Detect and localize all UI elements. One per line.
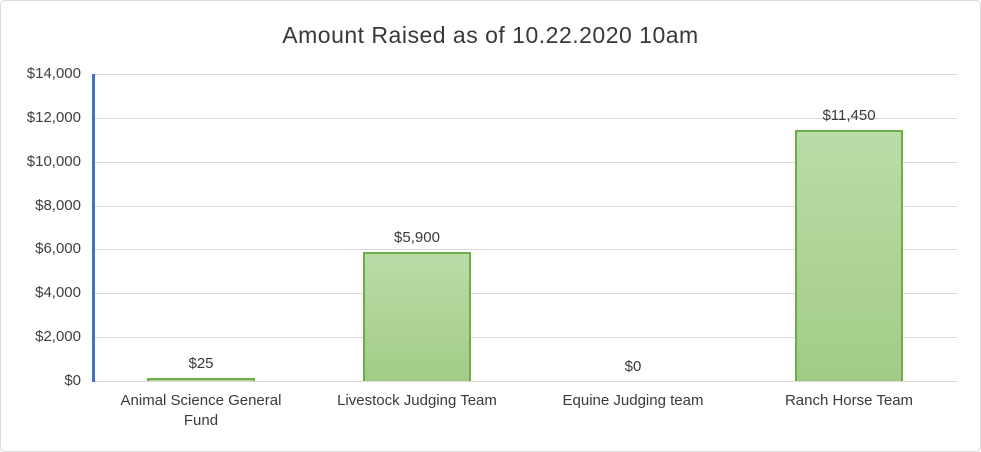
bar-value-label: $0 [624, 358, 642, 375]
gridline [93, 381, 957, 382]
bar [147, 378, 255, 381]
gridline [93, 337, 957, 338]
chart-title: Amount Raised as of 10.22.2020 10am [282, 22, 699, 48]
x-axis-category-label: Livestock Judging Team [337, 392, 497, 409]
gridline [93, 74, 957, 75]
gridline [93, 249, 957, 250]
y-axis-tick-label: $12,000 [26, 109, 81, 126]
y-axis-tick-label: $8,000 [35, 197, 81, 214]
bar-value-label: $5,900 [394, 229, 440, 246]
y-axis-tick-label: $0 [64, 372, 81, 389]
y-axis-tick-label: $10,000 [26, 153, 81, 170]
x-axis-category-label: Equine Judging team [562, 392, 704, 409]
x-axis-category-label: Animal Science General Fund [120, 392, 282, 429]
gridline [93, 162, 957, 163]
y-axis-tick-label: $2,000 [35, 328, 81, 345]
y-axis-line [92, 74, 95, 382]
x-axis-category-label: Ranch Horse Team [784, 392, 914, 409]
y-axis-tick-label: $14,000 [26, 65, 81, 82]
bar [363, 252, 471, 381]
y-axis-tick-label: $6,000 [35, 240, 81, 257]
y-axis-tick-label: $4,000 [35, 284, 81, 301]
gridline [93, 293, 957, 294]
bar-value-label: $11,450 [822, 107, 876, 124]
gridline [93, 118, 957, 119]
bar-value-label: $25 [188, 355, 214, 372]
gridline [93, 206, 957, 207]
bar [795, 130, 903, 381]
